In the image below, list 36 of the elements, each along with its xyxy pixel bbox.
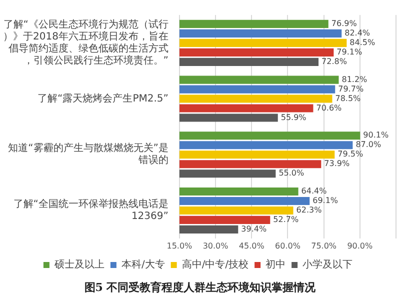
legend-label: 高中/中专/技校 — [182, 258, 249, 271]
data-label: 62.3% — [296, 206, 322, 215]
data-label: 64.4% — [301, 186, 328, 196]
x-tick-label: 30.0% — [202, 241, 229, 250]
text: 图5 不同受教育程度人群生态环境知识掌握情况 — [83, 280, 317, 295]
data-label: 79.1% — [336, 48, 362, 56]
data-label: 79.7% — [338, 84, 364, 94]
data-label: 81.2% — [342, 74, 368, 84]
legend-label: 初中 — [266, 258, 286, 271]
y-tick-label: 知道“雾霾的产生与散煤燃烧无关”是错误的 — [8, 142, 168, 166]
data-label: 52.7% — [273, 215, 299, 224]
data-label: 84.5% — [350, 38, 376, 48]
legend-label: 硕士及以上 — [53, 258, 104, 271]
data-label: 78.5% — [335, 94, 362, 103]
data-label: 76.9% — [331, 19, 358, 28]
legend-label: 小学及以下 — [302, 258, 353, 271]
data-label: 69.1% — [312, 196, 338, 206]
data-label: 82.4% — [344, 28, 370, 38]
legend-label: 本科/大专 — [121, 258, 165, 271]
y-tick-label: 了解“《公民生态环境行为规范（试行）》于2018年六五环境日发布，旨在倡导简约适度、绿色低碳的生活方式，引领公民践行生态环境责任。” — [2, 18, 168, 67]
data-label: 39.4% — [241, 224, 267, 234]
data-label: 79.5% — [338, 150, 364, 159]
data-label: 87.0% — [356, 140, 382, 150]
data-label: 70.6% — [316, 103, 342, 112]
x-tick-label: 45.0% — [238, 241, 265, 250]
data-label: 90.1% — [363, 130, 389, 140]
x-tick-label: 15.0% — [166, 241, 193, 250]
data-label: 55.0% — [278, 168, 305, 178]
y-tick-label: 了解“全国统一环保举报热线电话是12369” — [13, 198, 168, 222]
x-tick-label: 60.0% — [275, 241, 301, 250]
y-tick-label: 了解“露天烧烤会产生PM2.5” — [38, 92, 168, 104]
x-tick-label: 75.0% — [311, 241, 337, 250]
data-label: 55.9% — [280, 112, 307, 122]
x-tick-label: 90.0% — [347, 241, 374, 250]
data-label: 73.9% — [324, 159, 350, 168]
data-label: 72.8% — [322, 56, 348, 66]
